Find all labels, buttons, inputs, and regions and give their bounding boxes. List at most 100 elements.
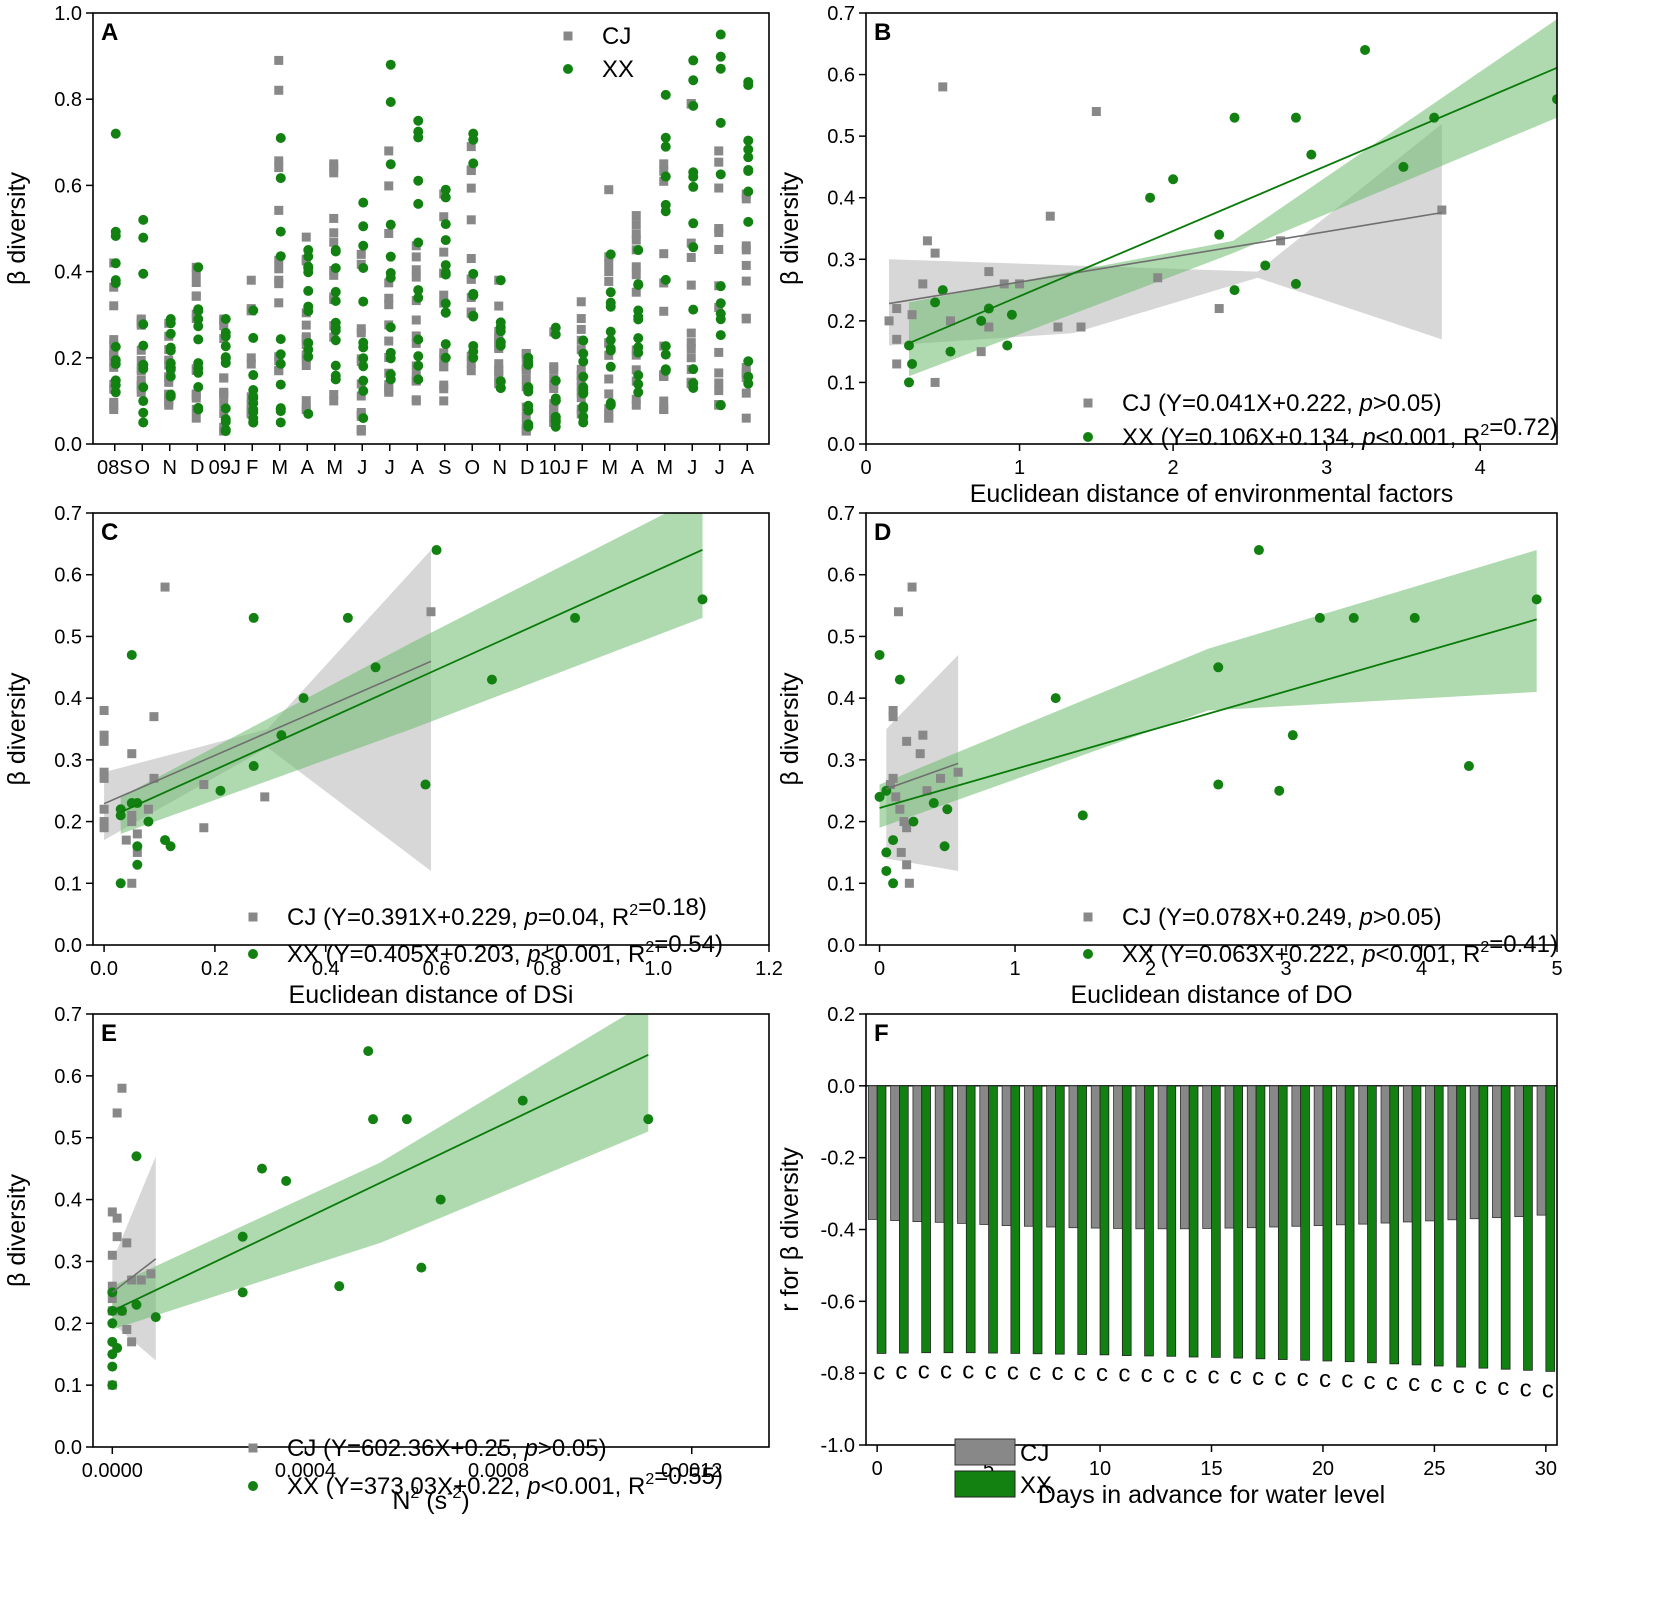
x-tick-label: 10 bbox=[1089, 1458, 1111, 1480]
y-tick-label: 0.4 bbox=[54, 688, 82, 710]
x-tick-label: 4 bbox=[1416, 958, 1427, 980]
xx-point bbox=[132, 841, 143, 852]
y-tick-label: 0.0 bbox=[54, 935, 82, 957]
y-tick-label: 0.1 bbox=[827, 372, 855, 394]
cj-point bbox=[631, 235, 641, 245]
xx-point bbox=[416, 1262, 427, 1273]
cj-bar bbox=[1425, 1085, 1435, 1222]
x-tick-label: 1 bbox=[1009, 958, 1020, 980]
plot-area bbox=[107, 1014, 654, 1391]
xx-point bbox=[495, 340, 506, 351]
xx-point bbox=[633, 379, 644, 390]
cj-point bbox=[107, 1281, 117, 1291]
legend-cj-marker bbox=[1083, 398, 1093, 408]
xx-bar bbox=[1277, 1085, 1288, 1360]
panel-label: F bbox=[874, 1020, 889, 1047]
cj-point bbox=[466, 165, 476, 175]
xx-point bbox=[303, 285, 314, 296]
xx-point bbox=[220, 331, 231, 342]
cj-point bbox=[384, 228, 394, 238]
xx-bar bbox=[1010, 1085, 1021, 1354]
xx-point bbox=[688, 171, 699, 182]
cj-point bbox=[191, 269, 201, 279]
cj-bar bbox=[1135, 1085, 1146, 1230]
xx-point bbox=[237, 1287, 248, 1298]
xx-point bbox=[633, 370, 644, 381]
cj-point bbox=[604, 185, 614, 195]
xx-point bbox=[440, 307, 451, 318]
xx-point bbox=[385, 97, 396, 108]
xx-point bbox=[743, 76, 754, 87]
cj-point bbox=[714, 378, 724, 388]
xx-point bbox=[660, 89, 671, 100]
x-tick-label: F bbox=[246, 457, 258, 479]
cj-point bbox=[976, 347, 986, 357]
cj-bar bbox=[1269, 1085, 1279, 1228]
cj-point bbox=[631, 287, 641, 297]
xx-point bbox=[363, 1046, 374, 1057]
xx-point bbox=[570, 612, 581, 623]
cj-point bbox=[576, 314, 586, 324]
cj-point bbox=[659, 404, 669, 414]
x-axis-label: Days in advance for water level bbox=[1038, 1481, 1385, 1509]
xx-point bbox=[330, 245, 341, 256]
significance-label: c bbox=[1364, 1368, 1376, 1395]
significance-label: c bbox=[1141, 1361, 1153, 1388]
cj-point bbox=[109, 301, 119, 311]
xx-point bbox=[1290, 278, 1301, 289]
xx-point bbox=[440, 339, 451, 350]
xx-point bbox=[715, 29, 726, 40]
cj-point bbox=[99, 823, 109, 833]
cj-point bbox=[99, 736, 109, 746]
xx-point bbox=[523, 352, 534, 363]
xx-point bbox=[248, 391, 259, 402]
y-tick-label: -1.0 bbox=[821, 1435, 855, 1457]
xx-point bbox=[110, 278, 121, 289]
xx-point bbox=[1552, 94, 1557, 105]
xx-point bbox=[385, 272, 396, 283]
xx-point bbox=[193, 314, 204, 325]
cj-point bbox=[219, 387, 229, 397]
xx-point bbox=[193, 382, 204, 393]
x-tick-label: 10J bbox=[539, 457, 571, 479]
xx-point bbox=[715, 63, 726, 74]
xx-bar bbox=[1456, 1085, 1466, 1368]
plot-area bbox=[884, 19, 1557, 388]
cj-bar bbox=[1358, 1085, 1368, 1225]
cj-point bbox=[274, 298, 284, 308]
x-tick-label: O bbox=[464, 457, 480, 479]
cj-bar bbox=[1447, 1085, 1458, 1221]
xx-point bbox=[660, 341, 671, 352]
xx-point bbox=[248, 332, 259, 343]
panel-f: -1.0 -0.8 -0.6 -0.4 -0.2 0.0 0.2 0 5 10 15 20 25 30 r … bbox=[776, 1004, 1558, 1509]
xx-point bbox=[110, 258, 121, 269]
xx-point bbox=[110, 380, 121, 391]
cj-point bbox=[631, 270, 641, 280]
xx-point bbox=[193, 305, 204, 316]
cj-point bbox=[549, 404, 559, 414]
xx-point bbox=[660, 364, 671, 375]
significance-label: c bbox=[1074, 1359, 1086, 1386]
cj-point bbox=[329, 228, 339, 238]
y-tick-label: -0.2 bbox=[821, 1148, 855, 1170]
xx-point bbox=[248, 417, 259, 428]
legend-cj-marker bbox=[1083, 912, 1093, 922]
cj-point bbox=[246, 359, 256, 369]
xx-point bbox=[165, 841, 176, 852]
significance-label: c bbox=[985, 1358, 997, 1385]
panel-d: 0.0 0.1 0.2 0.3 0.4 0.5 0.6 0.7 0 1 2 3 4 5 β diversit… bbox=[776, 503, 1563, 1009]
xx-point bbox=[440, 260, 451, 271]
xx-confidence-band bbox=[120, 513, 703, 834]
legend-xx-label: XX (Y=373.03X+0.22, p<0.001, R2=0.55) bbox=[287, 1463, 723, 1500]
xx-bar bbox=[1523, 1085, 1533, 1371]
y-tick-label: 0.6 bbox=[827, 565, 855, 587]
xx-point bbox=[715, 281, 726, 292]
cj-point bbox=[384, 383, 394, 393]
x-tick-label: N bbox=[493, 457, 507, 479]
y-tick-label: 0.3 bbox=[54, 1251, 82, 1273]
xx-point bbox=[643, 1114, 654, 1125]
xx-bar bbox=[1233, 1085, 1243, 1359]
cj-point bbox=[604, 276, 614, 286]
cj-point bbox=[112, 1213, 122, 1223]
x-tick-label: J bbox=[687, 457, 697, 479]
